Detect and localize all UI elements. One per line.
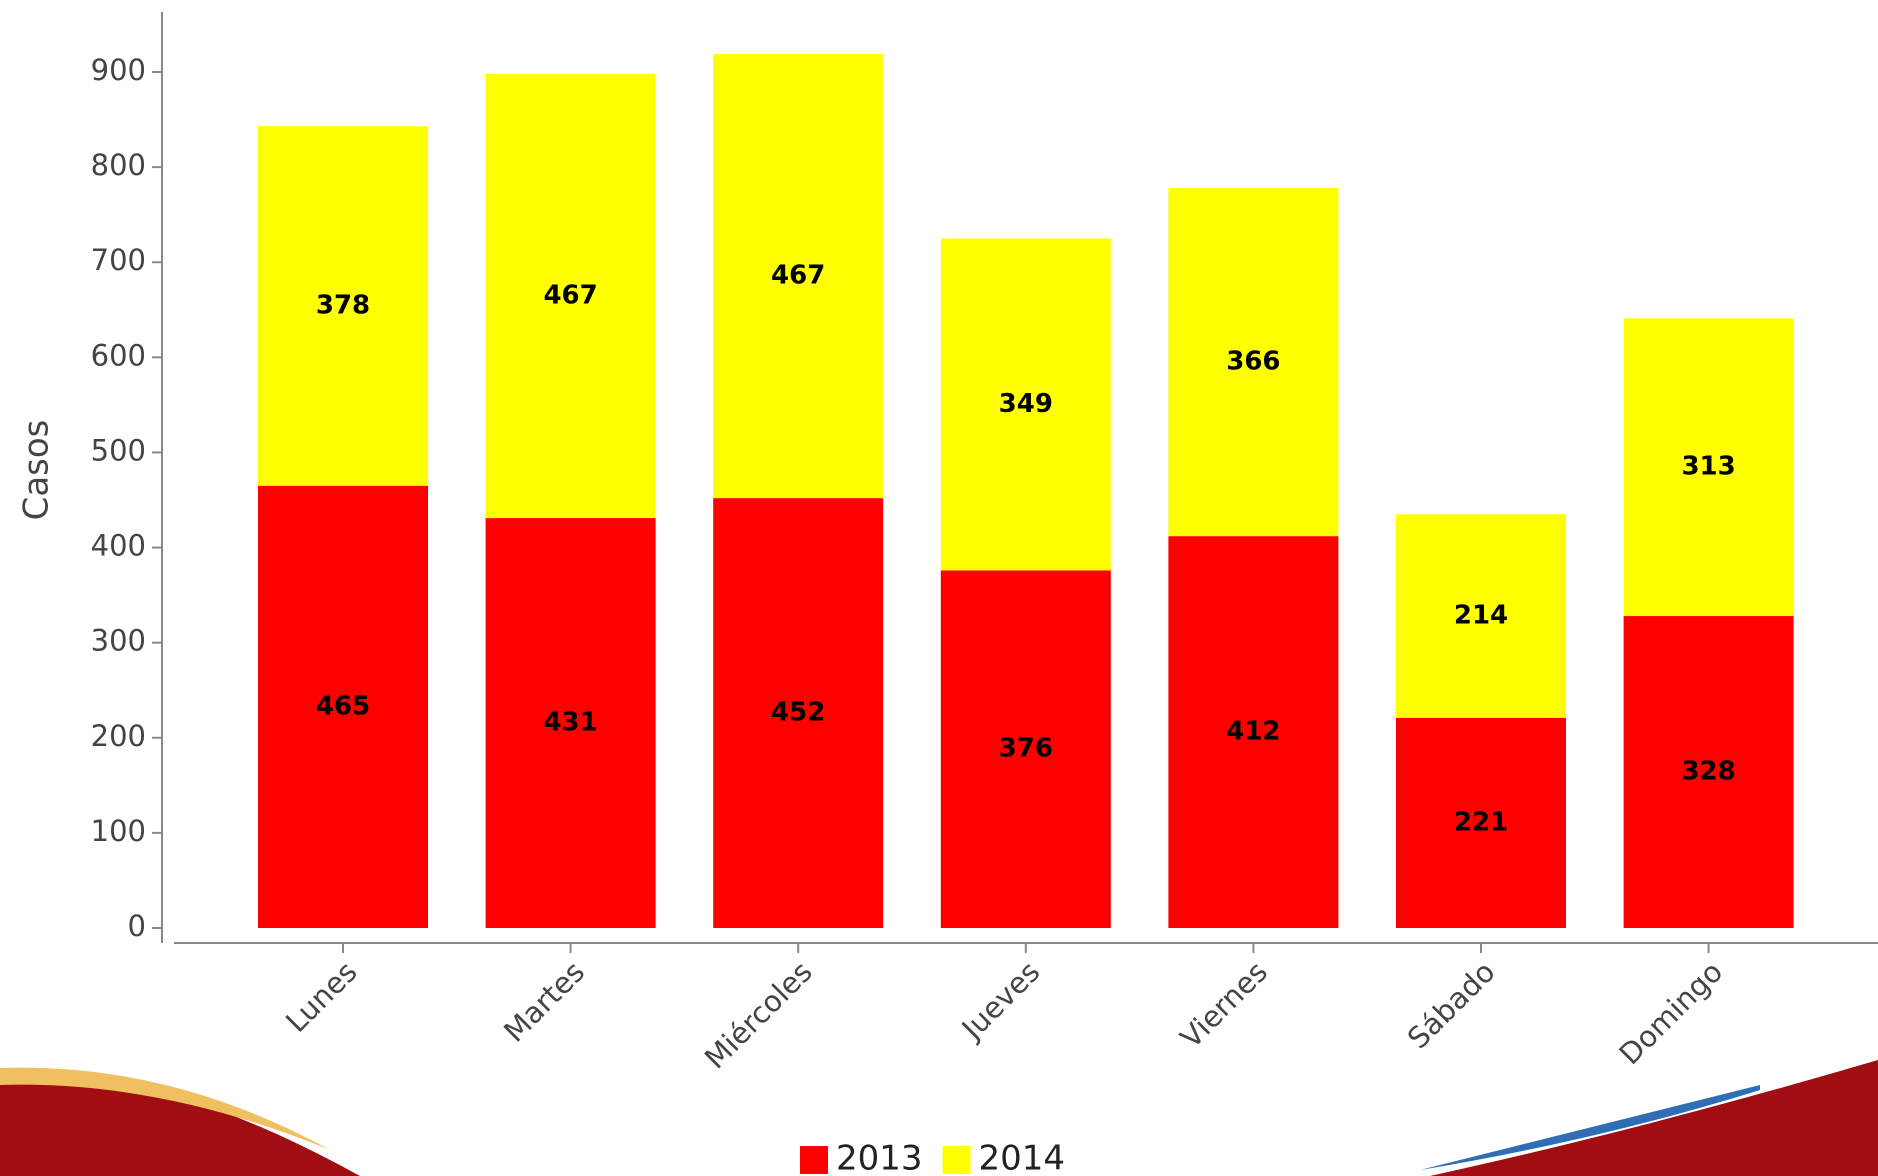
legend-label: 2014 xyxy=(979,1139,1066,1176)
y-tick-label: 0 xyxy=(128,909,146,943)
x-tick-label: Lunes xyxy=(279,955,363,1039)
bar-segment xyxy=(258,485,428,928)
y-tick-label: 800 xyxy=(91,148,146,182)
x-tick-label: Domingo xyxy=(1613,955,1730,1072)
x-tick-label: Sábado xyxy=(1401,955,1502,1056)
bar-segment xyxy=(1396,717,1566,928)
y-tick-label: 900 xyxy=(91,53,146,87)
bar-segment xyxy=(1168,188,1339,537)
bar-segment xyxy=(713,53,884,499)
bar-segment xyxy=(940,238,1111,571)
swoosh-left-gold xyxy=(0,1067,330,1150)
bar-segment xyxy=(485,518,656,928)
value-label: 467 xyxy=(771,261,825,291)
x-tick-label: Jueves xyxy=(954,955,1047,1048)
value-label: 221 xyxy=(1454,807,1508,837)
legend-swatch xyxy=(942,1146,971,1174)
bar-segment xyxy=(258,126,428,486)
y-tick-label: 500 xyxy=(91,433,146,467)
value-label: 465 xyxy=(316,691,370,721)
y-tick-label: 600 xyxy=(91,338,146,372)
bar-segment xyxy=(1396,514,1566,718)
bar-segment xyxy=(713,498,884,928)
value-label: 376 xyxy=(999,734,1053,764)
y-tick-label: 400 xyxy=(91,529,146,563)
y-tick-label: 700 xyxy=(91,243,146,277)
value-label: 366 xyxy=(1226,347,1280,377)
bar-segment xyxy=(940,570,1111,928)
x-tick-label: Miércoles xyxy=(698,955,819,1076)
bar-segment xyxy=(485,73,656,519)
value-label: 328 xyxy=(1681,757,1735,787)
x-tick-label: Martes xyxy=(497,955,591,1049)
swoosh-left xyxy=(0,1073,360,1176)
value-label: 412 xyxy=(1226,717,1280,747)
y-tick-label: 200 xyxy=(91,719,146,753)
value-label: 467 xyxy=(543,280,597,310)
value-label: 378 xyxy=(316,290,370,320)
bar-segment xyxy=(1623,616,1794,928)
swoosh-right-blue xyxy=(1420,1085,1760,1170)
swoosh-right xyxy=(1430,1060,1878,1176)
legend-swatch xyxy=(800,1146,828,1174)
value-label: 452 xyxy=(771,698,825,728)
y-tick-label: 300 xyxy=(91,624,146,658)
value-label: 313 xyxy=(1681,452,1735,482)
decoration xyxy=(0,1060,1878,1176)
y-axis-label: Casos xyxy=(17,420,57,521)
value-label: 349 xyxy=(999,389,1053,419)
value-label: 431 xyxy=(543,708,597,738)
value-label: 214 xyxy=(1454,601,1508,631)
bar-segment xyxy=(1168,536,1339,928)
bar-segment xyxy=(1623,318,1794,617)
x-tick-label: Viernes xyxy=(1174,955,1274,1055)
y-tick-label: 100 xyxy=(91,814,146,848)
legend-label: 2013 xyxy=(836,1139,923,1176)
